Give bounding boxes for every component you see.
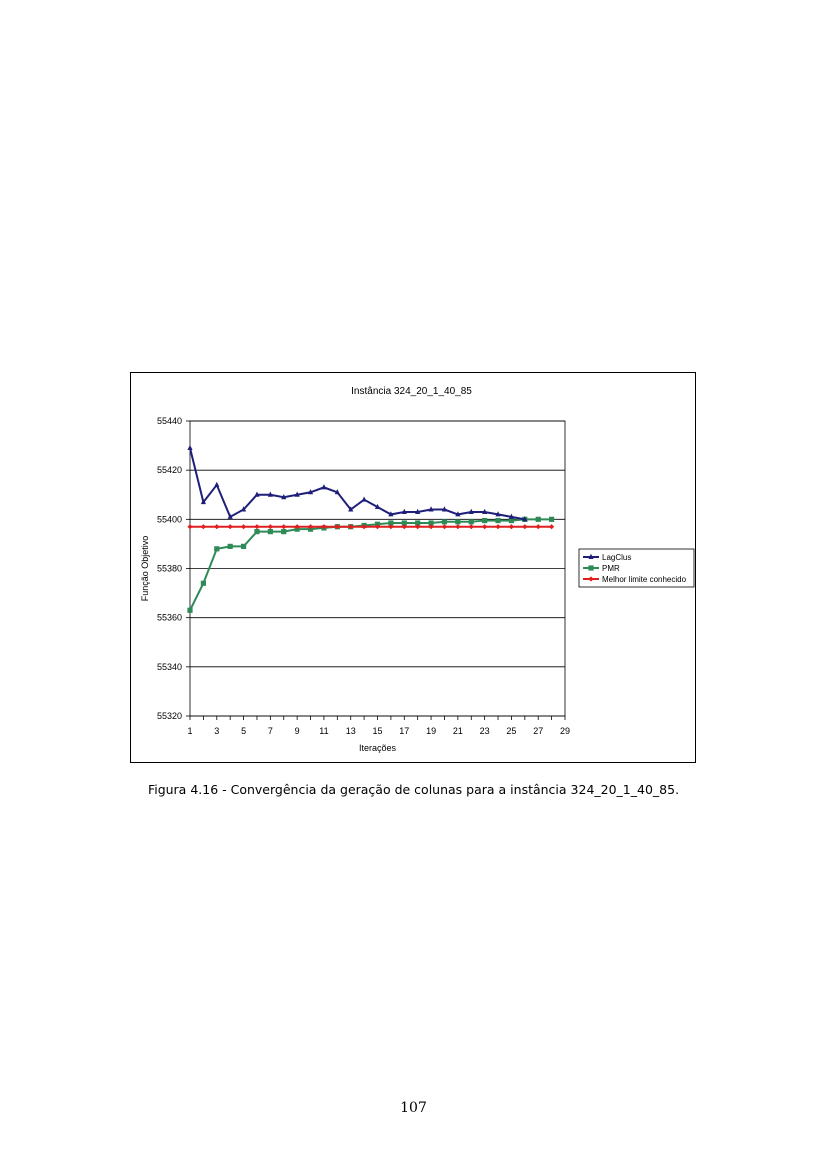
legend-marker xyxy=(588,576,594,582)
y-tick-label: 55360 xyxy=(157,613,182,623)
data-point xyxy=(455,511,461,517)
data-point xyxy=(227,543,233,549)
legend-marker xyxy=(588,565,594,571)
data-point xyxy=(428,520,434,526)
data-point xyxy=(187,444,193,451)
line-chart: Instância 324_20_1_40_85 55320 55340 55360 5… xyxy=(140,386,695,753)
data-point xyxy=(227,513,233,519)
data-point xyxy=(401,508,407,514)
data-point xyxy=(428,506,434,512)
data-point xyxy=(348,506,354,512)
data-point xyxy=(374,503,381,510)
chart-container: Instância 324_20_1_40_85 55320 55340 55360 5… xyxy=(130,372,696,763)
data-point xyxy=(307,489,314,495)
data-point xyxy=(214,546,220,552)
data-point xyxy=(508,513,515,519)
x-tick-label: 21 xyxy=(453,726,463,736)
data-point xyxy=(415,520,421,526)
data-point xyxy=(495,517,501,524)
x-tick-label: 17 xyxy=(399,726,409,736)
y-tick-label: 55380 xyxy=(157,564,182,574)
data-point xyxy=(281,529,287,535)
x-axis-label: Iterações xyxy=(359,743,397,753)
data-point xyxy=(441,506,448,512)
data-point xyxy=(535,524,541,530)
y-tick-label: 55400 xyxy=(157,514,182,524)
data-point xyxy=(240,506,247,512)
data-point xyxy=(388,511,394,517)
x-tick-label: 3 xyxy=(214,726,219,736)
figure-caption: Figura 4.16 - Convergência da geração de… xyxy=(147,782,680,797)
y-tick-label: 55440 xyxy=(157,416,182,426)
data-point xyxy=(468,519,474,525)
legend-marker xyxy=(588,553,594,559)
y-tick-label: 55420 xyxy=(157,465,182,475)
data-point xyxy=(254,491,260,497)
x-tick-label: 29 xyxy=(560,726,570,736)
x-tick-label: 27 xyxy=(533,726,543,736)
legend-label: LagClus xyxy=(602,553,631,562)
x-tick-label: 23 xyxy=(480,726,490,736)
data-point xyxy=(482,524,488,530)
y-tick-label: 55340 xyxy=(157,662,182,672)
x-tick-label: 5 xyxy=(241,726,246,736)
data-point xyxy=(334,489,340,495)
data-point xyxy=(441,519,448,525)
data-point xyxy=(321,484,327,490)
data-point xyxy=(388,520,394,526)
x-tick-label: 13 xyxy=(346,726,356,736)
data-point xyxy=(388,524,394,530)
data-point xyxy=(214,481,220,487)
data-point xyxy=(468,508,474,514)
data-point xyxy=(281,494,287,500)
data-point xyxy=(522,524,528,530)
x-tick-label: 7 xyxy=(268,726,273,736)
data-point xyxy=(401,520,407,526)
legend-label: Melhor limite conhecido xyxy=(602,575,687,584)
data-point xyxy=(281,524,287,530)
data-point xyxy=(508,517,515,524)
page-number: 107 xyxy=(400,1100,427,1116)
data-point xyxy=(267,529,273,535)
series-line xyxy=(189,447,526,521)
data-point xyxy=(240,543,247,549)
data-point xyxy=(187,607,193,613)
x-tick-label: 1 xyxy=(187,726,192,736)
data-point xyxy=(522,516,528,522)
data-point xyxy=(267,491,273,497)
data-point xyxy=(200,580,206,586)
x-tick-label: 9 xyxy=(295,726,300,736)
data-point xyxy=(200,498,206,505)
data-point xyxy=(455,524,461,530)
x-tick-label: 19 xyxy=(426,726,436,736)
data-point xyxy=(415,508,421,514)
data-point xyxy=(482,517,488,524)
chart-title: Instância 324_20_1_40_85 xyxy=(351,386,472,397)
data-point xyxy=(254,529,260,535)
y-axis-label: Função Objetivo xyxy=(140,536,150,602)
legend-label: PMR xyxy=(602,564,620,573)
data-point xyxy=(374,524,381,530)
x-tick-label: 15 xyxy=(372,726,382,736)
data-point xyxy=(294,491,300,497)
data-point xyxy=(482,508,488,514)
data-point xyxy=(495,511,501,517)
data-point xyxy=(361,496,367,502)
y-tick-label: 55320 xyxy=(157,711,182,721)
x-tick-label: 25 xyxy=(506,726,516,736)
data-point xyxy=(549,524,555,530)
series-line xyxy=(189,518,552,611)
data-point xyxy=(455,519,461,525)
data-point xyxy=(535,516,541,522)
x-tick-label: 11 xyxy=(319,726,328,736)
data-point xyxy=(549,516,555,522)
